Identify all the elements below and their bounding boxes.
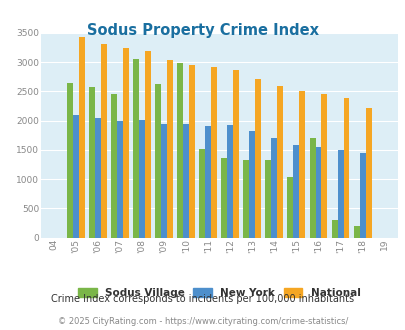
Bar xyxy=(298,91,305,238)
Bar xyxy=(309,138,315,238)
Bar xyxy=(293,145,298,238)
Bar xyxy=(67,83,73,238)
Bar xyxy=(359,153,364,238)
Bar xyxy=(117,121,123,238)
Bar xyxy=(321,94,326,238)
Bar xyxy=(167,60,173,238)
Bar xyxy=(353,226,359,238)
Bar xyxy=(139,120,145,238)
Bar xyxy=(315,147,321,238)
Bar xyxy=(243,160,249,238)
Bar xyxy=(271,138,277,238)
Bar xyxy=(221,158,227,238)
Bar xyxy=(89,87,95,238)
Bar xyxy=(73,115,79,238)
Bar xyxy=(205,126,211,238)
Bar xyxy=(255,79,260,238)
Bar xyxy=(343,98,349,238)
Bar xyxy=(364,109,371,238)
Bar xyxy=(265,160,271,238)
Bar xyxy=(79,37,85,238)
Bar xyxy=(133,59,139,238)
Bar xyxy=(287,177,293,238)
Legend: Sodus Village, New York, National: Sodus Village, New York, National xyxy=(78,288,360,298)
Bar xyxy=(211,68,217,238)
Bar xyxy=(249,131,255,238)
Bar xyxy=(145,50,151,238)
Text: Crime Index corresponds to incidents per 100,000 inhabitants: Crime Index corresponds to incidents per… xyxy=(51,294,354,304)
Bar xyxy=(101,44,107,238)
Bar xyxy=(123,48,129,238)
Text: © 2025 CityRating.com - https://www.cityrating.com/crime-statistics/: © 2025 CityRating.com - https://www.city… xyxy=(58,317,347,326)
Bar xyxy=(161,124,167,238)
Bar xyxy=(183,124,189,238)
Bar xyxy=(232,70,239,238)
Bar xyxy=(337,150,343,238)
Bar xyxy=(199,149,205,238)
Bar xyxy=(155,84,161,238)
Bar xyxy=(277,86,283,238)
Bar xyxy=(189,65,195,238)
Text: Sodus Property Crime Index: Sodus Property Crime Index xyxy=(87,23,318,38)
Bar xyxy=(95,118,101,238)
Bar xyxy=(331,220,337,238)
Bar xyxy=(111,94,117,238)
Bar xyxy=(177,63,183,238)
Bar xyxy=(227,125,232,238)
